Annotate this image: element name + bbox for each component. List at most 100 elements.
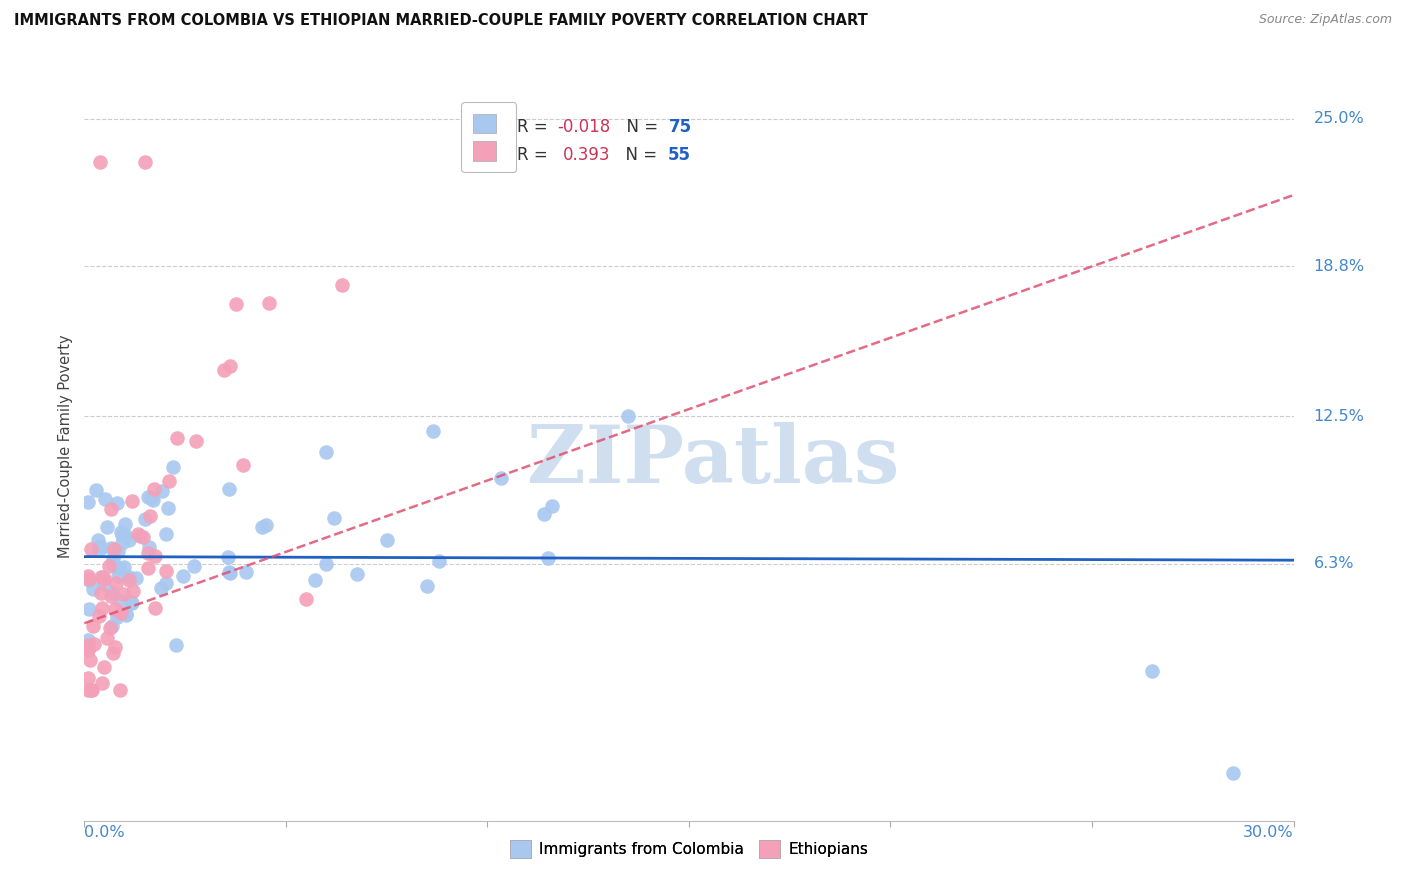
Point	[100, 541, 122, 555]
Text: 0.0%: 0.0%	[84, 825, 125, 840]
Point	[143, 601, 166, 615]
Point	[138, 508, 160, 523]
Point	[128, 529, 150, 543]
Point	[136, 560, 159, 574]
Point	[82, 619, 104, 633]
Point	[77, 495, 100, 509]
Point	[104, 602, 127, 616]
Point	[217, 549, 239, 564]
Point	[132, 530, 155, 544]
Point	[212, 363, 235, 377]
Point	[90, 676, 112, 690]
Text: N =: N =	[616, 146, 662, 164]
Point	[218, 359, 240, 373]
Point	[108, 682, 131, 697]
Point	[118, 569, 141, 583]
Point	[115, 607, 138, 622]
Point	[537, 551, 560, 566]
Point	[427, 554, 450, 568]
Text: R =: R =	[517, 119, 553, 136]
Point	[91, 600, 114, 615]
Point	[1222, 766, 1244, 780]
Point	[166, 431, 188, 445]
Point	[157, 474, 180, 488]
Point	[304, 573, 326, 587]
Text: N =: N =	[616, 119, 664, 136]
Point	[100, 589, 122, 603]
Point	[115, 607, 138, 622]
Point	[184, 434, 207, 448]
Point	[138, 540, 160, 554]
Point	[489, 471, 512, 485]
Point	[110, 536, 132, 550]
Point	[533, 507, 555, 521]
Point	[134, 154, 156, 169]
Point	[89, 539, 111, 553]
Point	[232, 458, 254, 472]
Point	[295, 592, 318, 607]
Point	[94, 492, 117, 507]
Point	[120, 595, 142, 609]
Text: IMMIGRANTS FROM COLOMBIA VS ETHIOPIAN MARRIED-COUPLE FAMILY POVERTY CORRELATION : IMMIGRANTS FROM COLOMBIA VS ETHIOPIAN MA…	[14, 13, 868, 29]
Point	[79, 653, 101, 667]
Point	[77, 682, 100, 697]
Point	[165, 639, 187, 653]
Point	[82, 582, 104, 596]
Point	[101, 585, 124, 599]
Point	[91, 569, 114, 583]
Point	[323, 511, 346, 525]
Point	[121, 493, 143, 508]
Point	[89, 154, 111, 169]
Point	[118, 573, 141, 587]
Point	[118, 533, 141, 547]
Point	[136, 546, 159, 560]
Text: ZIPatlas: ZIPatlas	[527, 422, 900, 500]
Point	[218, 565, 240, 579]
Text: 0.393: 0.393	[562, 146, 610, 164]
Point	[125, 571, 148, 585]
Point	[422, 424, 444, 438]
Point	[77, 573, 100, 587]
Point	[330, 278, 353, 293]
Point	[162, 460, 184, 475]
Point	[114, 528, 136, 542]
Point	[101, 558, 124, 572]
Point	[77, 638, 100, 652]
Text: 18.8%: 18.8%	[1313, 259, 1365, 274]
Point	[617, 409, 640, 424]
Text: 25.0%: 25.0%	[1313, 112, 1364, 127]
Point	[150, 483, 173, 498]
Point	[80, 682, 103, 697]
Point	[101, 618, 124, 632]
Text: 30.0%: 30.0%	[1243, 825, 1294, 840]
Text: R =: R =	[517, 146, 558, 164]
Point	[110, 525, 132, 540]
Point	[107, 569, 129, 583]
Point	[157, 501, 180, 516]
Point	[77, 572, 100, 586]
Text: 75: 75	[668, 119, 692, 136]
Point	[77, 671, 100, 685]
Text: -0.018: -0.018	[557, 119, 610, 136]
Point	[183, 559, 205, 574]
Point	[112, 587, 135, 601]
Point	[155, 576, 177, 591]
Point	[77, 632, 100, 647]
Point	[225, 297, 247, 311]
Point	[141, 491, 163, 506]
Point	[103, 542, 125, 557]
Point	[377, 533, 399, 547]
Point	[77, 643, 100, 657]
Point	[103, 646, 125, 660]
Point	[218, 566, 240, 580]
Point	[110, 606, 132, 620]
Point	[172, 569, 194, 583]
Text: 6.3%: 6.3%	[1313, 557, 1354, 571]
Point	[82, 682, 104, 697]
Point	[111, 528, 134, 542]
Point	[143, 549, 166, 563]
Point	[89, 570, 111, 584]
Point	[98, 621, 121, 635]
Point	[86, 483, 108, 498]
Point	[87, 542, 110, 557]
